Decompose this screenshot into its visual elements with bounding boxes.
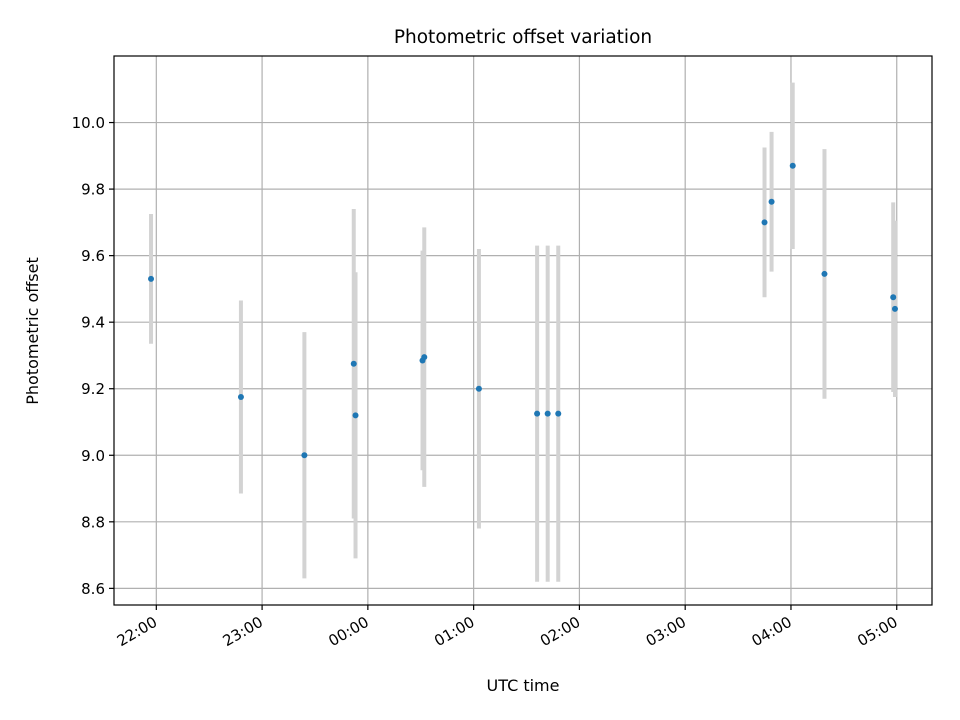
- y-tick-label: 9.2: [81, 380, 105, 398]
- data-point: [301, 452, 308, 459]
- y-tick-label: 8.8: [81, 513, 105, 531]
- plot-frame: [113, 55, 933, 606]
- y-tick-label: 9.4: [81, 314, 105, 332]
- data-point: [789, 162, 796, 169]
- data-point: [890, 294, 897, 301]
- data-point: [534, 410, 541, 417]
- data-point: [761, 219, 768, 226]
- data-point: [352, 412, 359, 419]
- y-axis-label: Photometric offset: [23, 257, 42, 405]
- data-point: [237, 394, 244, 401]
- y-tick-label: 10.0: [72, 114, 105, 132]
- y-tick-label: 8.6: [81, 580, 105, 598]
- y-tick-label: 9.8: [81, 181, 105, 199]
- data-points: [148, 162, 898, 459]
- grid: [114, 56, 932, 605]
- data-point: [421, 354, 428, 361]
- y-tick-label: 9.6: [81, 247, 105, 265]
- x-axis-label: UTC time: [487, 676, 560, 695]
- data-point: [350, 360, 357, 367]
- data-point: [544, 410, 551, 417]
- chart-title: Photometric offset variation: [394, 27, 652, 48]
- y-axis: 8.6 8.8 9.0 9.2 9.4 9.6 9.8 10.0: [72, 114, 114, 598]
- data-point: [891, 305, 898, 312]
- data-point: [821, 270, 828, 277]
- data-point: [475, 385, 482, 392]
- y-tick-label: 9.0: [81, 447, 105, 465]
- data-point: [768, 198, 775, 205]
- data-point: [148, 275, 155, 282]
- plot-area: [114, 56, 932, 605]
- data-point: [555, 410, 562, 417]
